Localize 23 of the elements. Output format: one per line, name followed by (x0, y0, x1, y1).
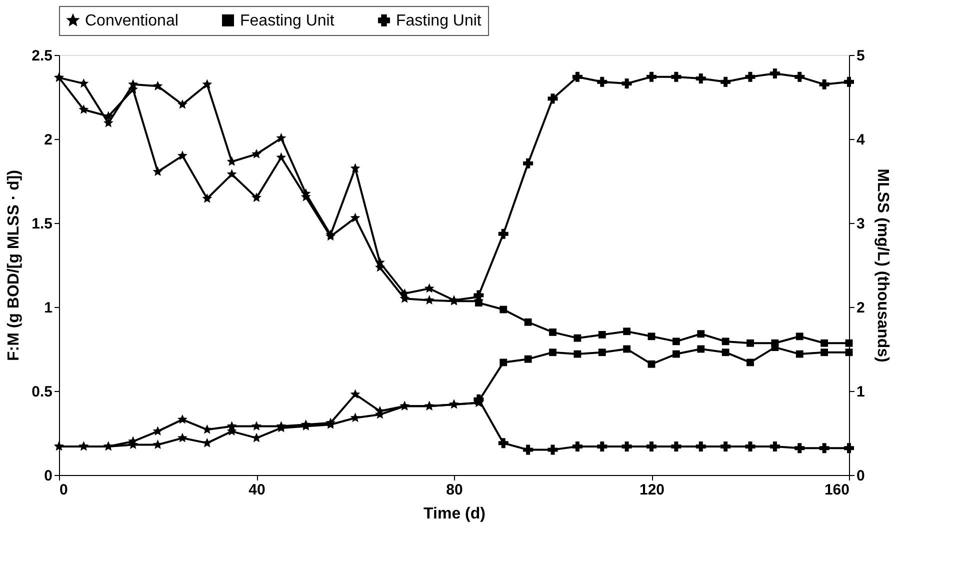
y2-tick-label: 3 (856, 216, 865, 232)
y-tick-label: 0.5 (32, 384, 52, 400)
x-tick-label: 160 (824, 482, 850, 498)
y2-tick-label: 5 (856, 48, 865, 64)
x-axis-title: Time (d) (424, 506, 486, 522)
y-tick-label: 1.5 (32, 216, 52, 232)
y-tick-label: 2 (44, 132, 52, 148)
x-tick-label: 120 (639, 482, 665, 498)
legend-label: Fasting Unit (396, 12, 482, 30)
y-tick-label: 0 (44, 468, 52, 484)
y2-axis-title: MLSS (mg/L) (thousands) (874, 168, 891, 362)
x-tick-label: 0 (60, 482, 68, 498)
y-tick-label: 2.5 (32, 48, 52, 64)
y2-tick-label: 4 (856, 132, 866, 148)
y2-tick-label: 1 (856, 384, 865, 400)
x-tick-label: 80 (446, 482, 463, 498)
y-axis-title: F:M (g BOD/[g MLSS · d]) (6, 170, 23, 362)
y2-tick-label: 0 (856, 468, 865, 484)
legend-label: Feasting Unit (240, 12, 335, 30)
y-tick-label: 1 (44, 300, 52, 316)
y2-tick-label: 2 (856, 300, 865, 316)
legend-label: Conventional (85, 12, 178, 30)
x-tick-label: 40 (248, 482, 266, 498)
